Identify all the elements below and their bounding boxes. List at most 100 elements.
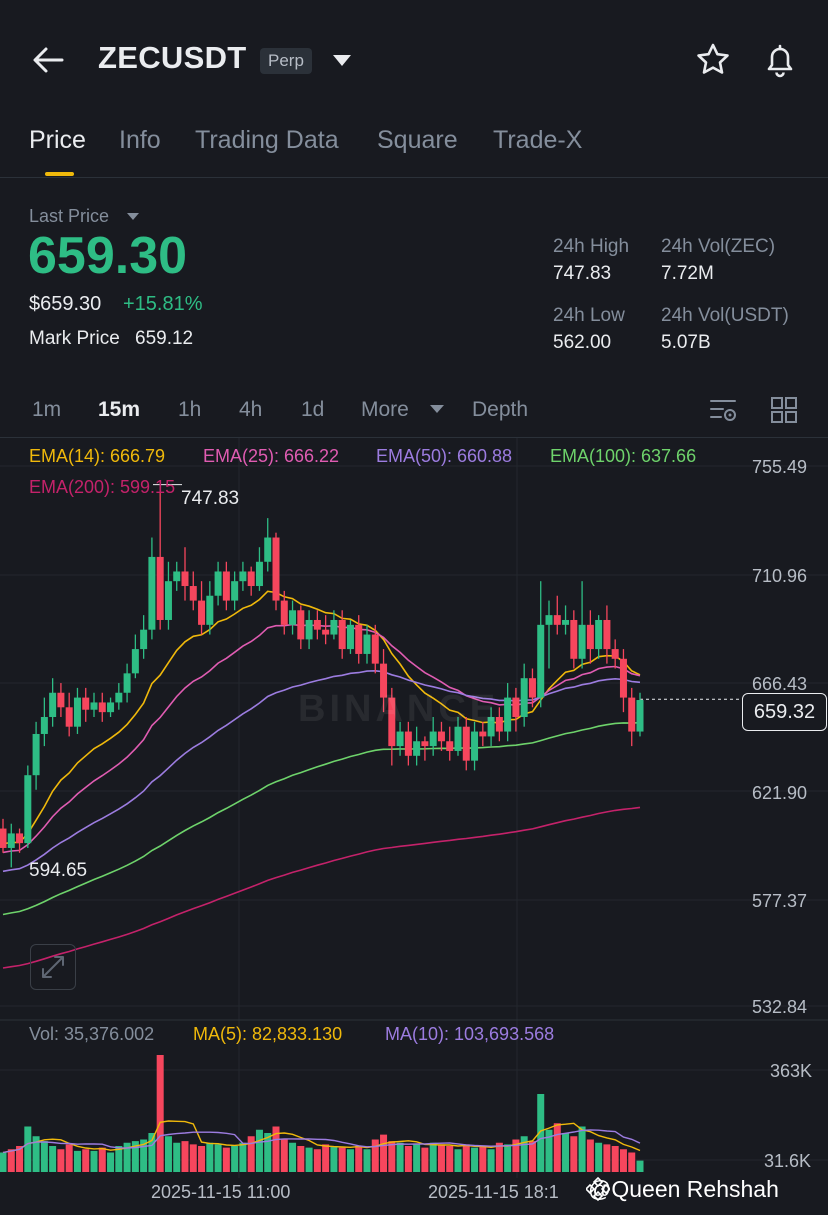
volume-bar: [545, 1129, 553, 1172]
volume-bar: [504, 1144, 512, 1172]
ema50-label: EMA(50): 660.88: [376, 446, 513, 466]
candle: [537, 624, 545, 698]
price-chart[interactable]: [0, 438, 828, 1215]
layout-grid-icon: [771, 397, 797, 423]
volume-bar: [107, 1152, 115, 1172]
tab-square[interactable]: Square: [377, 126, 458, 154]
timeframe-more[interactable]: More: [361, 398, 409, 421]
volume-bar: [553, 1123, 561, 1172]
bell-icon: [767, 44, 793, 78]
last-price-caret-icon[interactable]: [127, 213, 139, 220]
volume-bar: [570, 1136, 578, 1172]
low-24h-label: 24h Low: [553, 305, 625, 326]
volume-bar: [131, 1141, 139, 1172]
candle: [421, 741, 429, 747]
candle: [173, 571, 181, 582]
volume-bar: [330, 1146, 338, 1172]
volume-bar: [429, 1142, 437, 1172]
volume-bar: [16, 1146, 24, 1172]
candle: [280, 600, 288, 625]
indicator-settings-button[interactable]: [709, 396, 739, 424]
depth-tab[interactable]: Depth: [472, 398, 529, 421]
symbol-title[interactable]: ZECUSDT: [98, 40, 247, 75]
back-button[interactable]: [28, 42, 68, 78]
candle: [214, 571, 222, 596]
volume-bar: [255, 1129, 263, 1172]
alert-button[interactable]: [760, 40, 800, 80]
vol-zec-value: 7.72M: [661, 263, 714, 284]
usd-price: $659.30: [29, 293, 102, 315]
low-marker-label: 594.65: [29, 860, 88, 881]
timeframe-1m[interactable]: 1m: [32, 398, 62, 421]
binance-logo-icon: [584, 1176, 612, 1202]
candle: [313, 619, 321, 630]
volume-bar: [264, 1133, 272, 1172]
candle: [140, 629, 148, 650]
volume-bar: [487, 1149, 495, 1172]
candle: [115, 692, 123, 703]
time-axis-label: 2025-11-15 18:1: [428, 1182, 559, 1202]
volume-ma-line: [2, 1129, 641, 1154]
candle: [595, 619, 603, 650]
ema25-label: EMA(25): 666.22: [203, 446, 340, 466]
high-24h-value: 747.83: [553, 263, 612, 284]
candle: [189, 586, 197, 601]
ema-line: [2, 721, 641, 916]
timeframe-1h[interactable]: 1h: [178, 398, 202, 421]
more-caret-icon[interactable]: [430, 405, 444, 413]
candle: [528, 678, 536, 698]
volume-bar: [578, 1126, 586, 1172]
tab-trading-data[interactable]: Trading Data: [195, 126, 339, 154]
volume-bar: [462, 1144, 470, 1172]
volume-bar: [586, 1139, 594, 1172]
candle: [578, 624, 586, 659]
volume-axis-label: 31.6K: [764, 1151, 812, 1171]
ema-line: [2, 590, 641, 845]
favorite-button[interactable]: [693, 40, 733, 80]
tab-price[interactable]: Price: [29, 126, 86, 154]
divider: [0, 177, 828, 178]
tab-info[interactable]: Info: [119, 126, 161, 154]
candle: [570, 619, 578, 659]
last-price-label[interactable]: Last Price: [29, 206, 110, 226]
volume-bar: [173, 1142, 181, 1172]
volume-bar: [562, 1133, 570, 1172]
candle: [628, 697, 636, 732]
volume-label: Vol: 35,376.002: [29, 1024, 155, 1044]
candle: [247, 571, 255, 587]
candle: [222, 571, 230, 601]
candle: [148, 556, 156, 630]
volume-bar: [222, 1147, 230, 1172]
volume-bar: [0, 1152, 7, 1172]
candle: [553, 615, 561, 625]
volume-bar: [82, 1149, 90, 1172]
timeframe-1d[interactable]: 1d: [301, 398, 325, 421]
volume-bar: [636, 1160, 644, 1172]
timeframe-15m[interactable]: 15m: [98, 398, 141, 421]
volume-axis-label: 363K: [770, 1061, 813, 1081]
volume-bar: [140, 1139, 148, 1172]
expand-chart-button[interactable]: [30, 944, 76, 990]
volume-bar: [338, 1147, 346, 1172]
volume-bar: [189, 1144, 197, 1172]
candle: [454, 726, 462, 751]
candle: [380, 663, 388, 698]
candle: [330, 619, 338, 635]
volume-bar: [90, 1150, 98, 1172]
volume-bar: [388, 1141, 396, 1172]
candle: [98, 702, 106, 713]
candle: [40, 716, 48, 734]
candle: [504, 697, 512, 732]
volume-bar: [198, 1146, 206, 1172]
tab-trade-x[interactable]: Trade-X: [493, 126, 583, 154]
current-price-tag: 659.32: [742, 693, 827, 731]
timeframe-4h[interactable]: 4h: [239, 398, 263, 421]
price-axis-label: 755.49: [752, 457, 808, 477]
layout-button[interactable]: [770, 396, 798, 424]
time-axis-label: 2025-11-15 11:00: [151, 1182, 291, 1202]
candle: [65, 707, 73, 727]
price-axis-label: 666.43: [752, 674, 808, 694]
low-24h-value: 562.00: [553, 332, 612, 353]
dropdown-caret-icon[interactable]: [333, 55, 351, 66]
ema200-label: EMA(200): 599.15: [29, 477, 176, 497]
